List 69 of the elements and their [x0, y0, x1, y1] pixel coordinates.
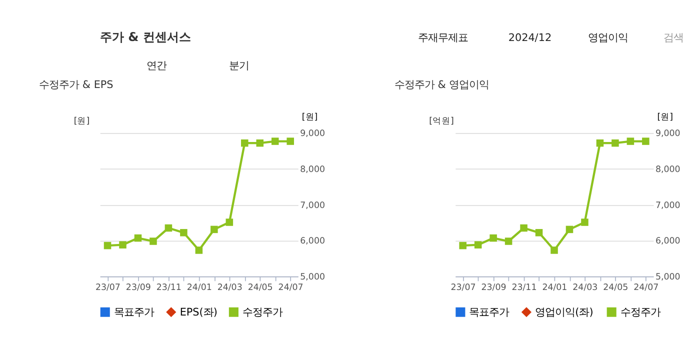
- legend-label: 영업이익(좌): [535, 306, 594, 319]
- point: [164, 224, 172, 232]
- point: [490, 234, 497, 242]
- y-axis-title: [원]: [74, 116, 90, 126]
- point: [474, 241, 482, 248]
- point: [642, 138, 650, 145]
- legend-label: 수정주가: [242, 306, 282, 319]
- y2-tick-label: 8,000: [655, 164, 680, 175]
- x-tick-label: 24/03: [217, 282, 242, 293]
- legend-label: EPS(좌): [180, 306, 218, 319]
- point: [180, 229, 188, 236]
- point: [596, 139, 604, 147]
- legend-label: 수정주가: [620, 306, 660, 319]
- text: 주재무제표: [418, 32, 468, 44]
- legend-label: 목표주가: [469, 306, 510, 319]
- point: [134, 234, 142, 242]
- y-axis-title: [억원]: [429, 116, 454, 126]
- point: [271, 138, 279, 145]
- point: [581, 218, 588, 226]
- text: 분기: [228, 60, 249, 72]
- text: 2024/12: [508, 32, 552, 44]
- text: 영업이익: [588, 32, 628, 44]
- y2-tick-label: 7,000: [300, 200, 325, 211]
- x-tick-label: 23/07: [450, 282, 476, 293]
- text: 연간: [146, 60, 166, 72]
- y2-tick-label: 6,000: [655, 236, 680, 247]
- point: [104, 242, 112, 250]
- y2-tick-label: 5,000: [300, 272, 325, 282]
- x-tick-label: 24/05: [603, 282, 628, 293]
- point: [535, 229, 543, 236]
- point: [566, 226, 574, 234]
- x-tick-label: 23/07: [95, 282, 120, 293]
- chart-title: 수정주가 & 영업이익: [394, 78, 490, 91]
- x-tick-label: 23/09: [481, 282, 506, 293]
- x-tick-label: 23/09: [126, 282, 151, 293]
- point: [459, 242, 466, 250]
- x-tick-label: 24/03: [572, 282, 598, 293]
- y2-tick-label: 8,000: [300, 164, 325, 175]
- point: [210, 226, 218, 234]
- x-tick-label: 24/01: [542, 282, 568, 293]
- x-tick-label: 24/07: [634, 282, 659, 293]
- x-tick-label: 24/07: [278, 282, 304, 293]
- point: [626, 138, 634, 145]
- legend-label: 목표주가: [114, 306, 154, 319]
- chart-title: 수정주가 & EPS: [39, 78, 114, 91]
- point: [286, 138, 294, 145]
- y2-tick-label: 7,000: [655, 200, 680, 211]
- y2-tick-label: 9,000: [300, 129, 325, 140]
- point: [612, 139, 619, 147]
- point: [119, 241, 126, 248]
- y2-tick-label: 5,000: [655, 272, 680, 282]
- y2-axis-title: [원]: [302, 112, 318, 123]
- y2-axis-title: [원]: [657, 112, 673, 123]
- text: 검색: [663, 32, 684, 44]
- point: [256, 139, 264, 147]
- x-tick-label: 24/01: [186, 282, 212, 293]
- y2-tick-label: 9,000: [655, 129, 680, 140]
- point: [226, 218, 234, 226]
- text: 주가 & 컨센서스: [100, 30, 191, 44]
- point: [550, 246, 558, 254]
- y2-tick-label: 6,000: [300, 236, 325, 247]
- point: [241, 139, 248, 147]
- point: [504, 238, 512, 245]
- point: [520, 224, 528, 232]
- x-tick-label: 24/05: [248, 282, 273, 293]
- point: [195, 246, 203, 254]
- x-tick-label: 23/11: [156, 282, 182, 293]
- point: [150, 238, 157, 245]
- x-tick-label: 23/11: [512, 282, 537, 293]
